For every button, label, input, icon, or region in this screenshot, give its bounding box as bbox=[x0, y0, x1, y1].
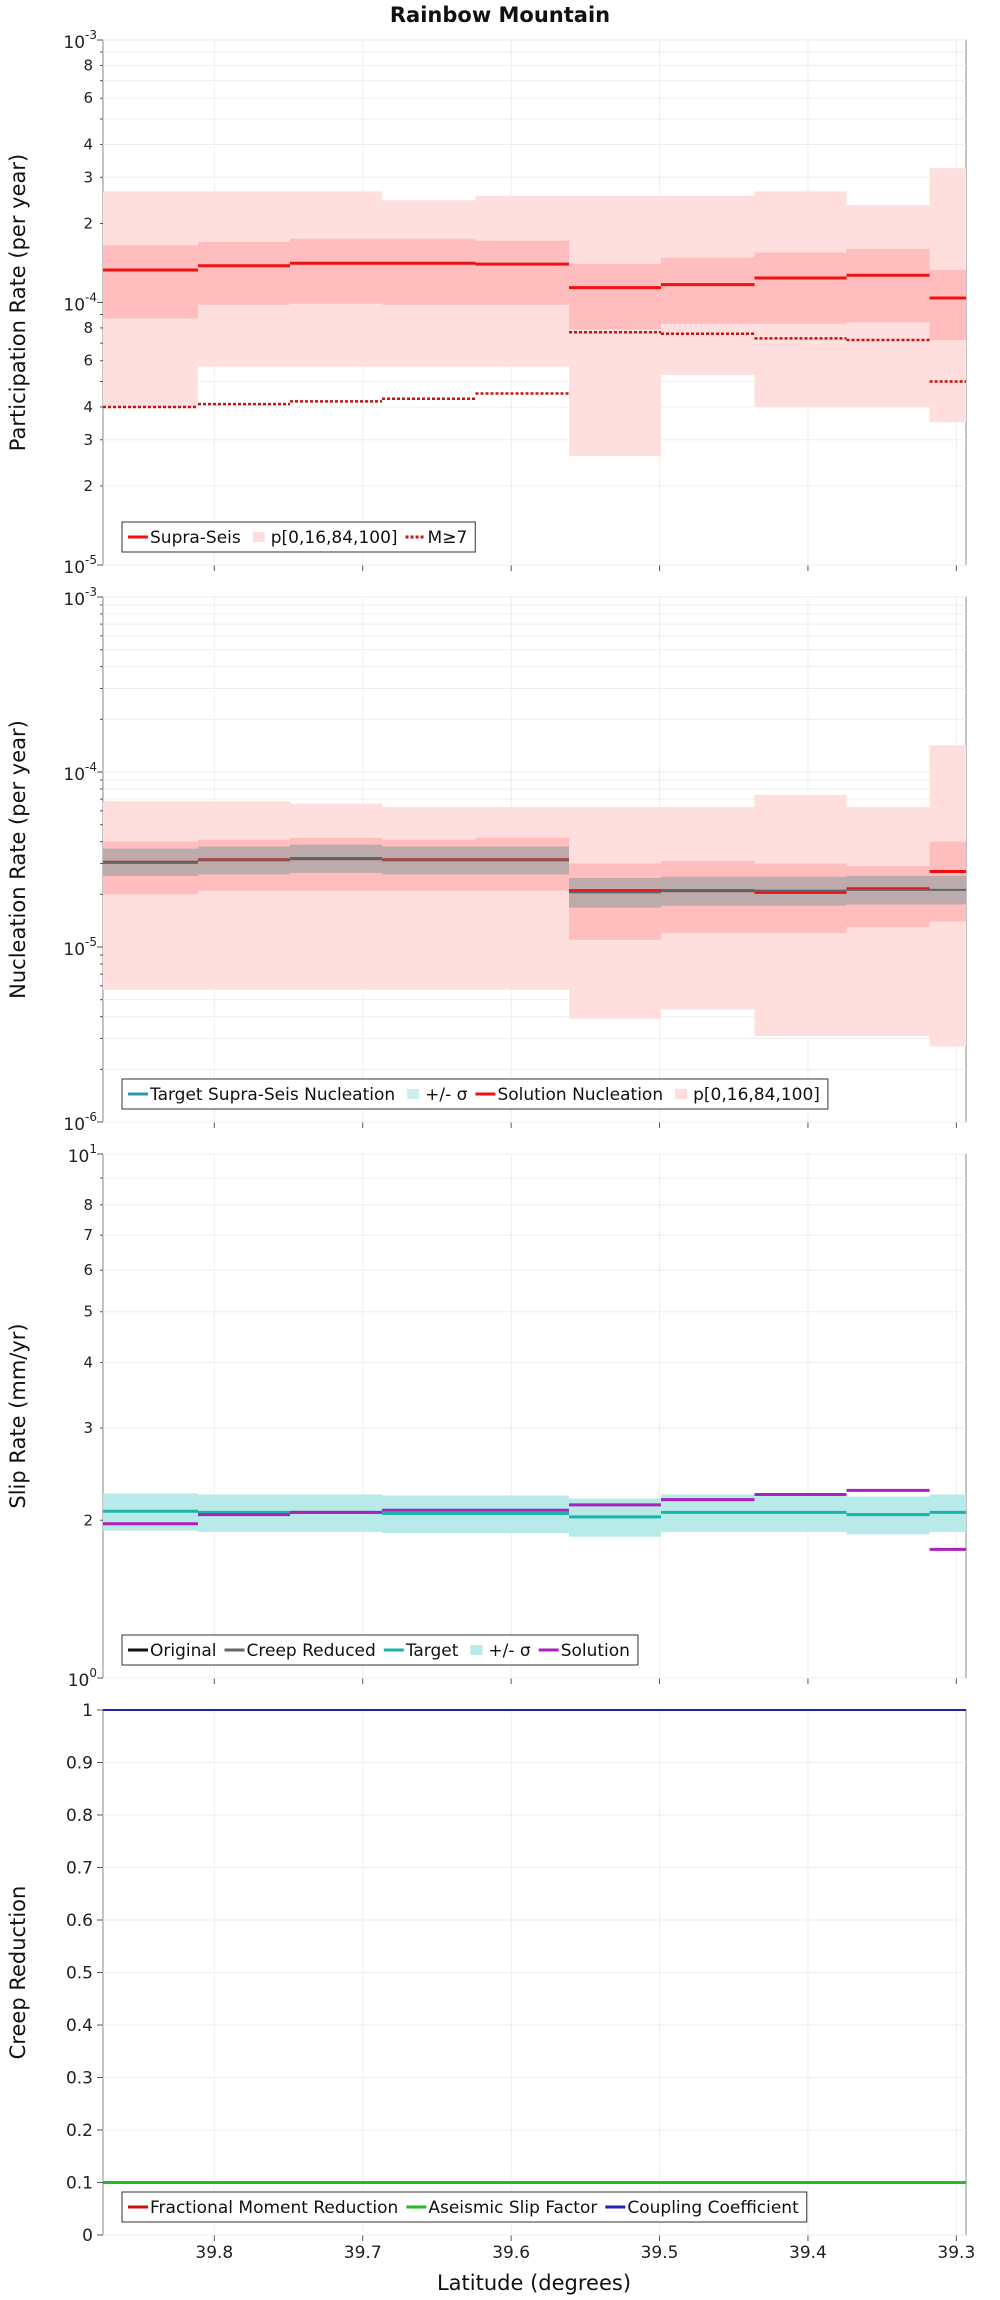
series-line-target bbox=[103, 1509, 966, 1519]
y-minor-tick-label: 2 bbox=[83, 1511, 93, 1529]
y-axis-label: Nucleation Rate (per year) bbox=[6, 720, 30, 999]
y-minor-tick-label: 3 bbox=[83, 168, 93, 186]
y-tick-label: 10-4 bbox=[63, 760, 97, 785]
legend-box bbox=[121, 1078, 829, 1110]
y-minor-tick-label: 8 bbox=[83, 56, 93, 74]
legend-box bbox=[121, 2191, 808, 2223]
y-tick-label: 10-4 bbox=[63, 291, 97, 316]
y-tick-label: 0.8 bbox=[66, 1806, 93, 1826]
legend-entry: Solution bbox=[561, 1641, 630, 1661]
y-tick-label: 0.6 bbox=[66, 1911, 93, 1931]
y-minor-tick-label: 6 bbox=[83, 352, 93, 370]
y-tick-label: 100 bbox=[68, 1666, 97, 1691]
legend-entry: +/- σ bbox=[488, 1641, 531, 1661]
legend-entry: p[0,16,84,100] bbox=[271, 528, 398, 548]
legend-entry: Creep Reduced bbox=[247, 1641, 376, 1661]
slip-rate-panel: 100 101 2 3 4 5 6 7 8 Slip Rate (mm/yr) Original Cr… bbox=[6, 1142, 966, 1691]
legend-entry: Solution Nucleation bbox=[497, 1085, 663, 1105]
y-tick-label: 101 bbox=[68, 1142, 97, 1167]
y-axis-label: Slip Rate (mm/yr) bbox=[6, 1323, 30, 1508]
y-tick-label: 0.4 bbox=[66, 2016, 93, 2036]
x-tick-label: 39.4 bbox=[789, 2243, 827, 2263]
series-line-m7 bbox=[103, 331, 966, 409]
y-minor-tick-label: 6 bbox=[83, 89, 93, 107]
nucleation-panel: 10-6 10-5 10-4 10-3 Nucleation Rate (per yea… bbox=[6, 585, 967, 1135]
y-tick-label: 0.7 bbox=[66, 1859, 93, 1879]
x-tick-label: 39.3 bbox=[937, 2243, 975, 2263]
legend-entry: p[0,16,84,100] bbox=[693, 1085, 820, 1105]
y-minor-tick-label: 4 bbox=[83, 398, 93, 416]
percentile-band-outer bbox=[103, 745, 966, 1047]
y-tick-label: 0 bbox=[82, 2226, 93, 2246]
y-tick-label: 1 bbox=[82, 1701, 93, 1721]
legend-entry: Target Supra-Seis Nucleation bbox=[149, 1085, 395, 1105]
y-tick-label: 0.9 bbox=[66, 1754, 93, 1774]
y-minor-tick-label: 7 bbox=[83, 1226, 93, 1244]
creep-reduction-panel: 0 0.1 0.2 0.3 0.4 0.5 0.6 0.7 0.8 0.9 1 Creep Reduc… bbox=[6, 1701, 967, 2246]
y-minor-tick-label: 2 bbox=[83, 477, 93, 495]
y-tick-label: 0.3 bbox=[66, 2069, 93, 2089]
legend-entry: +/- σ bbox=[425, 1085, 468, 1105]
x-tick-label: 39.8 bbox=[195, 2243, 233, 2263]
y-tick-label: 10-6 bbox=[63, 1110, 97, 1135]
y-minor-tick-label: 3 bbox=[83, 431, 93, 449]
y-tick-label: 0.2 bbox=[66, 2121, 93, 2141]
sigma-band bbox=[103, 1493, 966, 1537]
percentile-band-inner bbox=[103, 238, 966, 340]
legend-entry: M≥7 bbox=[428, 528, 468, 548]
y-tick-label: 0.5 bbox=[66, 1964, 93, 1984]
legend-entry: Original bbox=[150, 1641, 217, 1661]
legend-entry: Target bbox=[405, 1641, 459, 1661]
y-tick-label: 10-5 bbox=[63, 553, 97, 578]
legend-swatch bbox=[252, 532, 265, 542]
y-tick-label: 10-5 bbox=[63, 935, 97, 960]
legend-swatch bbox=[675, 1089, 688, 1099]
legend-swatch bbox=[407, 1089, 420, 1099]
y-tick-label: 0.1 bbox=[66, 2174, 93, 2194]
x-tick-label: 39.6 bbox=[492, 2243, 530, 2263]
x-axis-label: Latitude (degrees) bbox=[437, 2271, 631, 2295]
x-tick-label: 39.5 bbox=[641, 2243, 679, 2263]
y-minor-tick-label: 5 bbox=[83, 1303, 93, 1321]
legend-swatch bbox=[470, 1645, 483, 1655]
y-minor-tick-label: 4 bbox=[83, 135, 93, 153]
y-tick-label: 10-3 bbox=[63, 28, 97, 53]
x-tick-label: 39.7 bbox=[344, 2243, 382, 2263]
legend-entry: Aseismic Slip Factor bbox=[428, 2198, 597, 2218]
legend-entry: Coupling Coefficient bbox=[627, 2198, 799, 2218]
y-tick-label: 10-3 bbox=[63, 585, 97, 610]
legend-entry: Supra-Seis bbox=[150, 528, 241, 548]
y-minor-tick-label: 8 bbox=[83, 1196, 93, 1214]
x-axis: 39.8 39.7 39.6 39.5 39.4 39.3 bbox=[195, 2243, 975, 2263]
y-minor-tick-label: 3 bbox=[83, 1419, 93, 1437]
series-line-target-nucleation bbox=[103, 857, 966, 894]
y-minor-tick-label: 2 bbox=[83, 214, 93, 232]
participation-panel: 10-5 10-4 10-3 2 2 3 3 4 4 6 6 8 8 Participation Rate… bbox=[6, 28, 966, 578]
y-axis-label: Participation Rate (per year) bbox=[6, 154, 30, 451]
y-minor-tick-label: 4 bbox=[83, 1354, 93, 1372]
chart-title: Rainbow Mountain bbox=[390, 3, 610, 27]
plot-frame bbox=[102, 1153, 967, 1679]
y-minor-tick-label: 8 bbox=[83, 319, 93, 337]
y-axis-label: Creep Reduction bbox=[6, 1886, 30, 2060]
y-minor-tick-label: 6 bbox=[83, 1261, 93, 1279]
legend-entry: Fractional Moment Reduction bbox=[150, 2198, 398, 2218]
